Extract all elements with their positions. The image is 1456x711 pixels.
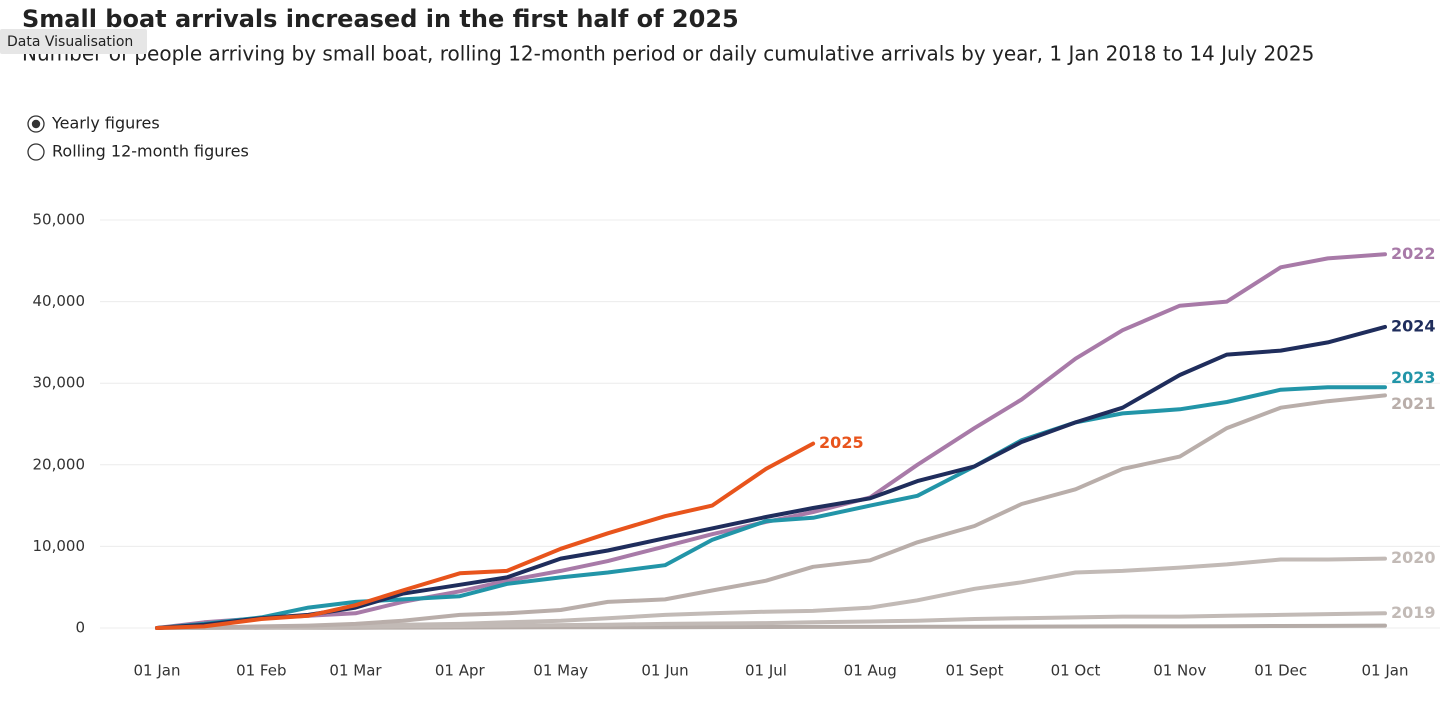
y-tick-label: 40,000 (33, 292, 86, 310)
x-tick-label: 01 Mar (329, 662, 382, 680)
series-label: 2019 (1391, 603, 1436, 622)
x-tick-label: 01 Jul (745, 662, 787, 680)
series-label: 2021 (1391, 394, 1436, 413)
tag: Data Visualisation (7, 34, 133, 50)
series-line (155, 324, 1387, 630)
chart-subtitle: Number of people arriving by small boat,… (22, 42, 1314, 66)
x-tick-label: 01 Feb (236, 662, 286, 680)
series-label: 2024 (1391, 316, 1436, 335)
x-tick-label: 01 Aug (844, 662, 897, 680)
series-label: 2023 (1391, 368, 1436, 387)
y-tick-label: 0 (75, 619, 85, 637)
x-tick-label: 01 Jan (134, 662, 181, 680)
y-tick-label: 20,000 (33, 455, 86, 473)
y-tick-label: 50,000 (33, 211, 86, 229)
series-line (155, 385, 1387, 630)
tag-box (0, 29, 147, 54)
x-tick-label: 01 Apr (435, 662, 486, 680)
radio-button[interactable] (27, 143, 45, 161)
radio-selected-dot (31, 119, 41, 129)
series-label: 2025 (819, 433, 864, 452)
x-tick-label: 01 Jun (641, 662, 688, 680)
y-tick-label: 10,000 (33, 537, 86, 555)
x-tick-label: 01 Nov (1153, 662, 1206, 680)
radio-label[interactable]: Yearly figures (51, 114, 160, 133)
x-tick-label: 01 Dec (1254, 662, 1307, 680)
series-label: 2020 (1391, 548, 1436, 567)
chart-title: Small boat arrivals increased in the fir… (22, 5, 739, 33)
series-line (155, 441, 816, 630)
x-tick-label: 01 Sept (946, 662, 1004, 680)
x-tick-label: 01 Jan (1362, 662, 1409, 680)
series-line (155, 393, 1387, 630)
y-tick-label: 30,000 (33, 374, 86, 392)
x-tick-label: 01 Oct (1051, 662, 1101, 680)
view-options[interactable]: Yearly figures Rolling 12-month figures (27, 114, 249, 161)
series-line (155, 252, 1387, 630)
radio-label[interactable]: Rolling 12-month figures (52, 142, 249, 161)
x-tick-label: 01 May (533, 662, 588, 680)
series-label: 2022 (1391, 244, 1436, 263)
